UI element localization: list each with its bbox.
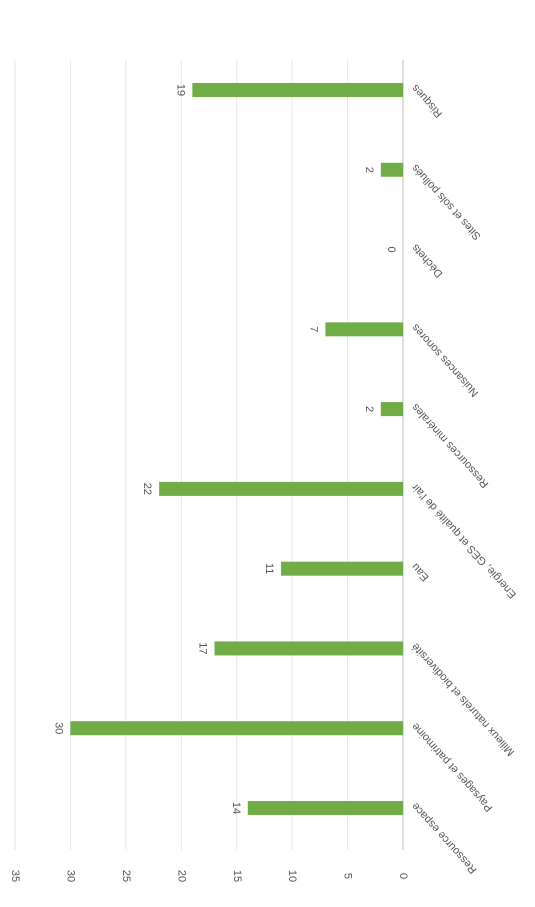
data-label: 2 xyxy=(363,406,375,412)
x-tick-label: Energie, GES et qualité de l'air xyxy=(409,481,519,601)
bar xyxy=(380,162,403,177)
bar xyxy=(247,801,403,815)
data-label: 19 xyxy=(174,84,186,96)
y-tick-label: 30 xyxy=(65,870,77,882)
x-tick-label: Sites et sols pollués xyxy=(409,161,483,242)
bar xyxy=(325,322,403,337)
y-tick-label: 20 xyxy=(175,870,187,882)
data-label: 7 xyxy=(307,326,319,332)
y-tick-label: 35 xyxy=(9,870,21,882)
x-tick-label: Ressources minérales xyxy=(409,401,491,490)
data-label: 22 xyxy=(141,483,153,495)
data-label: 2 xyxy=(363,167,375,173)
y-tick-label: 25 xyxy=(120,870,132,882)
data-label: 14 xyxy=(230,802,242,814)
data-label: 11 xyxy=(263,563,275,574)
y-tick-label: 10 xyxy=(286,870,298,882)
data-label: 0 xyxy=(385,246,397,252)
y-tick-label: 15 xyxy=(231,870,243,882)
bar xyxy=(214,641,403,656)
bar xyxy=(192,83,403,97)
x-tick-label: Ressource espace xyxy=(409,800,479,876)
y-tick-label: 0 xyxy=(397,873,409,879)
data-label: 17 xyxy=(197,642,209,654)
y-tick-label: 5 xyxy=(342,873,354,879)
data-label: 30 xyxy=(53,722,65,734)
bar xyxy=(70,721,403,736)
x-tick-label: Eau xyxy=(409,561,431,584)
x-tick-label: Déchets xyxy=(409,241,445,279)
x-tick-label: Nuisances sonores xyxy=(409,321,481,399)
x-tick-label: Risques xyxy=(409,82,445,120)
bar xyxy=(380,402,403,417)
bar xyxy=(159,481,403,496)
x-tick-label: Paysages et patrimoine xyxy=(409,720,495,813)
bar xyxy=(281,561,403,576)
